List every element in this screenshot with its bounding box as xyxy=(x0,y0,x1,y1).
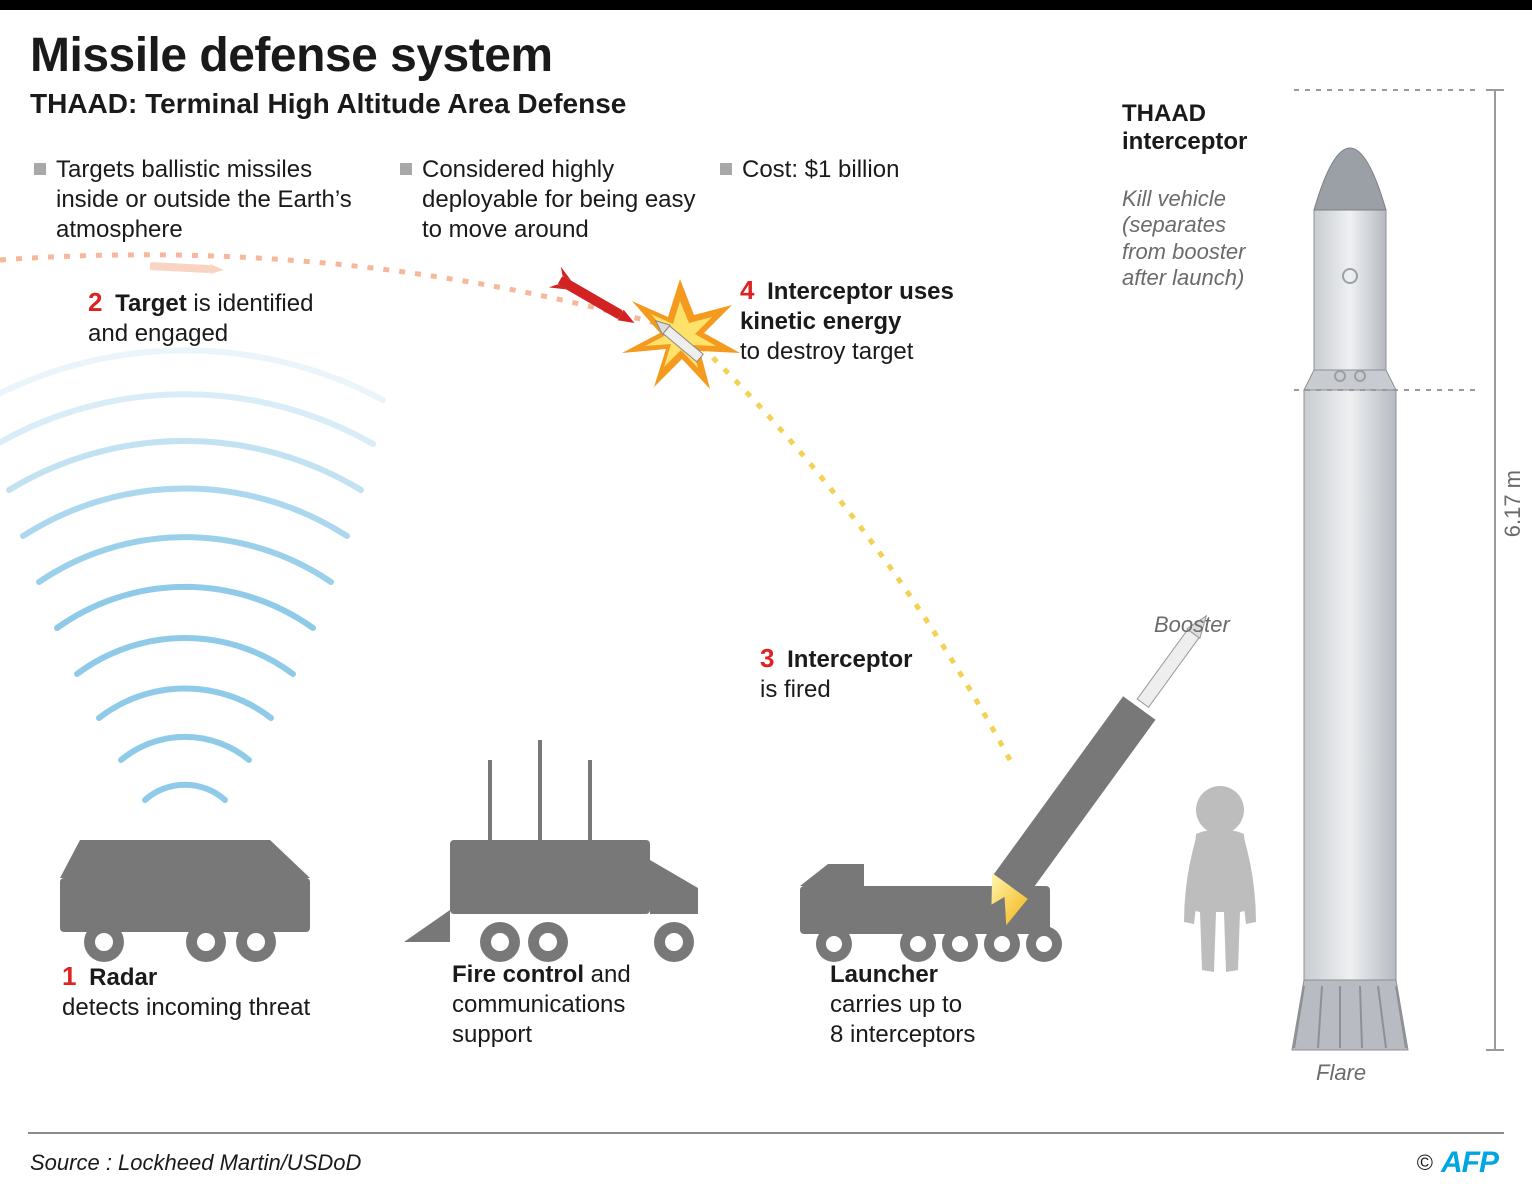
human-silhouette-icon xyxy=(1184,786,1256,972)
height-label: 6.17 m xyxy=(1500,470,1526,537)
footer-rule xyxy=(28,1132,1504,1134)
step-num: 3 xyxy=(760,643,774,673)
step-bold: Interceptor useskinetic energy xyxy=(740,278,954,335)
interceptor-illustration xyxy=(1292,90,1504,1050)
step-rest: to destroy target xyxy=(740,338,913,365)
radar-waves-icon xyxy=(0,350,383,800)
step-rest: detects incoming threat xyxy=(62,994,310,1021)
kill-vehicle-note: Kill vehicle(separatesfrom boosterafter … xyxy=(1122,186,1246,292)
firecontrol-truck-icon xyxy=(404,740,698,962)
step-rest: is fired xyxy=(760,676,831,703)
caption-rest: carries up to8 interceptors xyxy=(830,991,975,1048)
booster-label: Booster xyxy=(1154,612,1230,638)
step-bold: Interceptor xyxy=(787,646,912,673)
afp-logo: AFP xyxy=(1441,1146,1498,1180)
source-credit: Source : Lockheed Martin/USDoD xyxy=(30,1150,361,1176)
step-4-label: 4 Interceptor useskinetic energy to destr… xyxy=(740,274,954,367)
radar-truck-icon xyxy=(60,840,310,962)
step-bold: Radar xyxy=(89,964,157,991)
flare-label: Flare xyxy=(1316,1060,1366,1086)
copyright-symbol: © xyxy=(1417,1150,1433,1176)
caption-bold: Fire control xyxy=(452,961,584,988)
missile-incoming-icon xyxy=(150,261,224,275)
step-bold: Target xyxy=(115,290,187,317)
caption-launcher: Launcher carries up to8 interceptors xyxy=(830,960,1070,1050)
step-2-label: 2 Target is identifiedand engaged xyxy=(88,286,313,349)
caption-firecontrol: Fire control andcommunicationssupport xyxy=(452,960,692,1050)
explosion-icon xyxy=(622,279,740,389)
interceptor-title: THAADinterceptor xyxy=(1122,100,1247,156)
step-num: 4 xyxy=(740,275,754,305)
infographic-root: { "type": "infographic", "dimensions": {… xyxy=(0,0,1532,1192)
step-3-label: 3 Interceptor is fired xyxy=(760,642,913,705)
brand-credit: © AFP xyxy=(1417,1146,1498,1180)
caption-bold: Launcher xyxy=(830,961,938,988)
step-num: 1 xyxy=(62,961,76,991)
step-num: 2 xyxy=(88,287,102,317)
step-1-label: 1 Radar detects incoming threat xyxy=(62,960,310,1023)
